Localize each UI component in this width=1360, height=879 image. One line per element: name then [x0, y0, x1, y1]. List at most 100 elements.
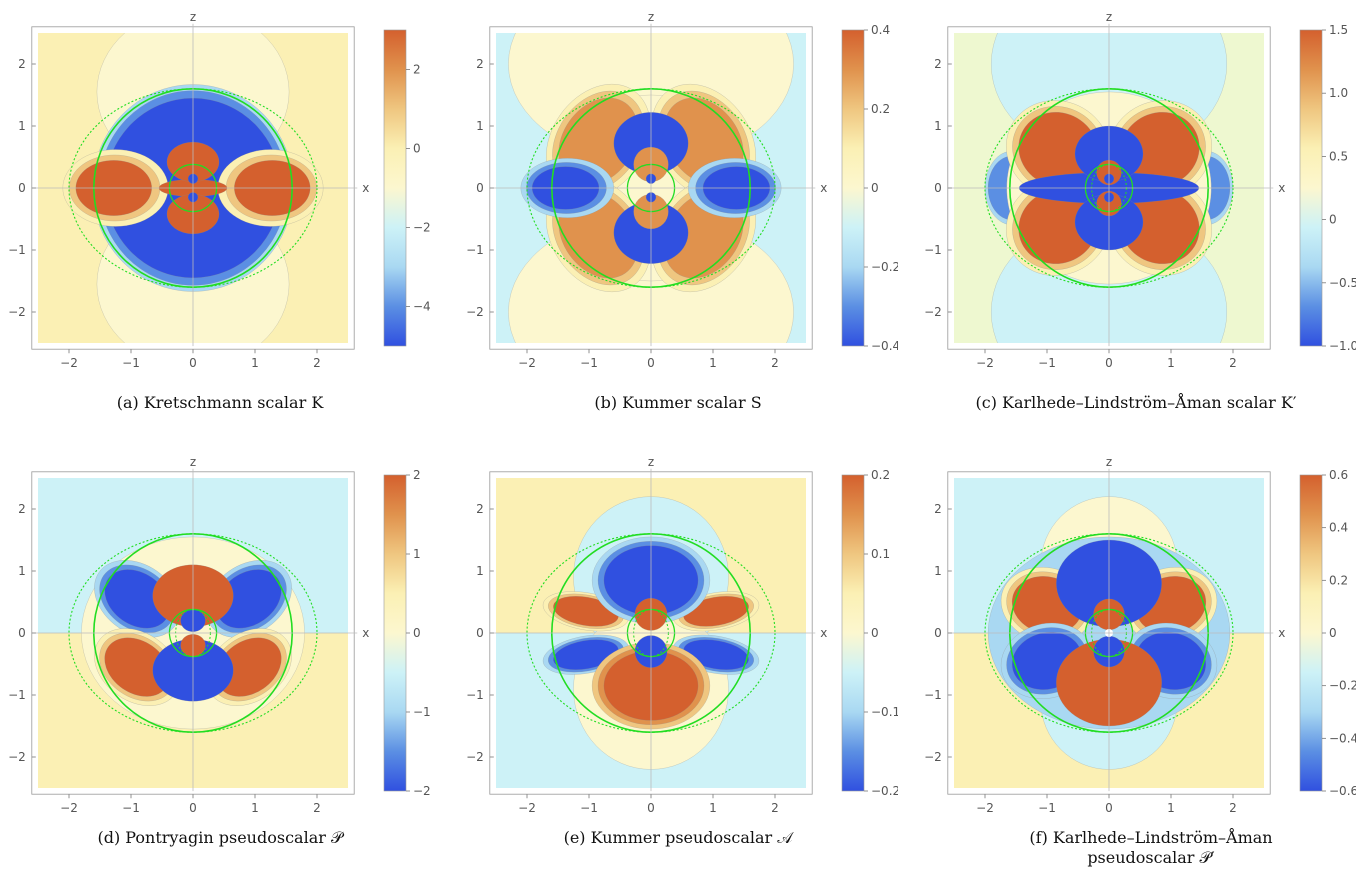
- colorbar-tick-label: −2: [413, 221, 431, 235]
- y-tick-label: −1: [8, 243, 26, 257]
- z-axis-label: z: [1106, 455, 1112, 469]
- panel-kretschmann: z x −2 −1 0 1 2 2 1 0 −1 −2 2 0 −2 −4 (a) Kretschmann sc…: [0, 0, 440, 430]
- colorbar-tick-label: −2: [413, 784, 431, 798]
- colorbar-tick-label: 0.4: [1329, 521, 1348, 535]
- x-tick-label: −1: [580, 356, 598, 370]
- x-tick-label: 2: [313, 356, 321, 370]
- chart-svg: z x −2 −1 0 1 2 2 1 0 −1 −2 2 1 0 −1 −2: [8, 455, 431, 815]
- colorbar: [383, 474, 407, 792]
- panel-caption: (b) Kummer scalar S: [594, 393, 762, 412]
- x-axis-label: x: [1278, 181, 1285, 195]
- x-tick-label: −2: [60, 356, 78, 370]
- x-tick-label: 2: [771, 801, 779, 815]
- x-tick-label: −2: [976, 801, 994, 815]
- y-tick-label: −1: [924, 243, 942, 257]
- z-axis-label: z: [648, 10, 654, 24]
- x-tick-label: −2: [976, 356, 994, 370]
- colorbar-tick-label: −4: [413, 300, 431, 314]
- panel-caption: (a) Kretschmann scalar K: [116, 393, 324, 412]
- colorbar-tick-label: −1.0: [1329, 339, 1356, 353]
- y-tick-label: 0: [934, 181, 942, 195]
- x-tick-label: −1: [122, 356, 140, 370]
- x-tick-label: 1: [251, 801, 259, 815]
- z-axis-label: z: [190, 10, 196, 24]
- x-tick-label: 1: [709, 356, 717, 370]
- x-tick-label: −1: [580, 801, 598, 815]
- y-tick-label: 1: [18, 564, 26, 578]
- y-tick-label: 0: [934, 626, 942, 640]
- y-tick-label: 1: [934, 119, 942, 133]
- panel-kummer-pseudoscalar: z x −2 −1 0 1 2 2 1 0 −1 −2 0.2 0.1 0 −0.1 −0.2 (e) Kumme…: [458, 445, 898, 875]
- y-tick-label: −2: [466, 305, 484, 319]
- colorbar-tick-label: −0.2: [1329, 679, 1356, 693]
- colorbar-tick-label: 0: [1329, 626, 1337, 640]
- y-tick-label: 2: [18, 57, 26, 71]
- colorbar-tick-label: 0: [871, 181, 879, 195]
- x-tick-label: 0: [189, 356, 197, 370]
- x-tick-label: −1: [1038, 801, 1056, 815]
- x-axis-label: x: [820, 626, 827, 640]
- chart-svg: z x −2 −1 0 1 2 2 1 0 −1 −2 0.4 0.2 0 −0.2 −0.4: [466, 10, 898, 370]
- y-tick-label: −2: [924, 305, 942, 319]
- panel-caption: (c) Karlhede–Lindström–Åman scalar K′: [975, 393, 1297, 412]
- chart-svg: z x −2 −1 0 1 2 2 1 0 −1 −2 2 0 −2 −4: [8, 10, 431, 370]
- y-tick-label: 1: [476, 564, 484, 578]
- x-tick-label: 0: [647, 356, 655, 370]
- diagonal-lobe: [104, 569, 170, 629]
- x-tick-label: −2: [518, 356, 536, 370]
- y-tick-label: −2: [8, 305, 26, 319]
- y-tick-label: 2: [934, 502, 942, 516]
- y-tick-label: −1: [924, 688, 942, 702]
- y-tick-label: 0: [18, 181, 26, 195]
- diagonal-lobe: [216, 569, 282, 629]
- x-tick-label: 0: [189, 801, 197, 815]
- y-tick-label: 0: [476, 181, 484, 195]
- panel-kla-scalar: z x −2 −1 0 1 2 2 1 0 −1 −2 1.5 1.0 0.5 0 −0.5 −1.0 (c) Ka…: [916, 0, 1356, 430]
- y-tick-label: −2: [924, 750, 942, 764]
- z-axis-label: z: [1106, 10, 1112, 24]
- y-tick-label: 0: [476, 626, 484, 640]
- x-tick-label: −2: [518, 801, 536, 815]
- colorbar-tick-label: 0: [413, 626, 421, 640]
- panel-caption: (d) Pontryagin pseudoscalar 𝒫: [97, 828, 343, 847]
- y-tick-label: 2: [476, 57, 484, 71]
- colorbar: [1299, 474, 1323, 792]
- colorbar-tick-label: 0.2: [871, 102, 890, 116]
- colorbar-tick-label: 1.0: [1329, 86, 1348, 100]
- colorbar-tick-label: −0.5: [1329, 276, 1356, 290]
- colorbar: [1299, 29, 1323, 347]
- colorbar-tick-label: −0.4: [871, 339, 898, 353]
- x-tick-label: 1: [1167, 356, 1175, 370]
- x-axis-label: x: [362, 626, 369, 640]
- y-tick-label: 1: [18, 119, 26, 133]
- colorbar-tick-label: 0.2: [1329, 573, 1348, 587]
- colorbar-tick-label: 0.6: [1329, 468, 1348, 482]
- heatmap-field: [38, 478, 348, 788]
- panel-pontryagin: z x −2 −1 0 1 2 2 1 0 −1 −2 2 1 0 −1 −2 (d) Pontryagin ps…: [0, 445, 440, 875]
- x-tick-label: −1: [1038, 356, 1056, 370]
- y-tick-label: −1: [466, 688, 484, 702]
- x-tick-label: 2: [1229, 801, 1237, 815]
- x-tick-label: 0: [1105, 356, 1113, 370]
- z-axis-label: z: [190, 455, 196, 469]
- colorbar-tick-label: 1: [413, 547, 421, 561]
- colorbar-tick-label: 0.2: [871, 468, 890, 482]
- z-axis-label: z: [648, 455, 654, 469]
- colorbar-tick-label: 2: [413, 468, 421, 482]
- colorbar: [841, 29, 865, 347]
- colorbar-tick-label: 0: [871, 626, 879, 640]
- panel-kummer-scalar: z x −2 −1 0 1 2 2 1 0 −1 −2 0.4 0.2 0 −0.2 −0.4 (b) Kumme…: [458, 0, 898, 430]
- y-tick-label: 2: [18, 502, 26, 516]
- x-tick-label: −2: [60, 801, 78, 815]
- panel-caption: (e) Kummer pseudoscalar 𝒜: [563, 828, 793, 847]
- x-tick-label: −1: [122, 801, 140, 815]
- chart-svg: z x −2 −1 0 1 2 2 1 0 −1 −2 1.5 1.0 0.5 0 −0.5 −1.0: [924, 10, 1356, 370]
- colorbar-tick-label: 0: [1329, 213, 1337, 227]
- x-axis-label: x: [1278, 626, 1285, 640]
- x-tick-label: 0: [1105, 801, 1113, 815]
- y-tick-label: 2: [476, 502, 484, 516]
- colorbar-tick-label: 0.1: [871, 547, 890, 561]
- x-tick-label: 1: [251, 356, 259, 370]
- panel-kla-pseudoscalar: z x −2 −1 0 1 2 2 1 0 −1 −2 0.6 0.4 0.2 0 −0.2 −0.4 −0.6 (f…: [916, 445, 1356, 875]
- colorbar-tick-label: −0.6: [1329, 784, 1356, 798]
